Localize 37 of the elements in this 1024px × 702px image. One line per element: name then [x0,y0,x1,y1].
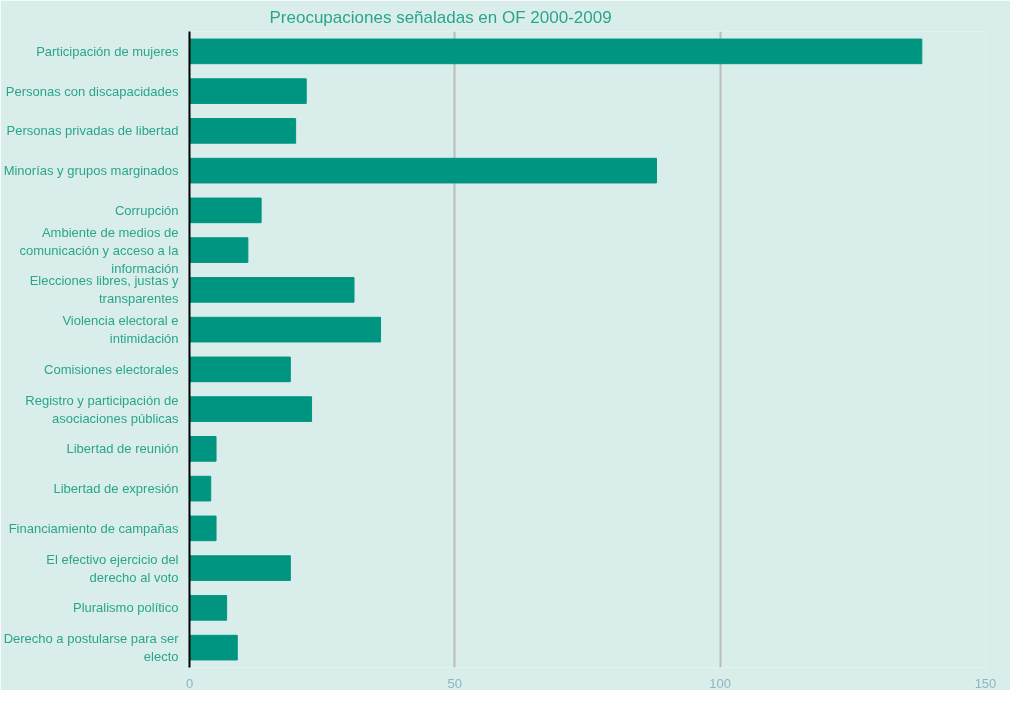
bar [189,118,297,144]
y-tick-label: Personas privadas de libertad [6,123,179,139]
bar [189,316,382,343]
x-tick-label: 0 [185,675,194,691]
x-tick-label: 50 [447,675,463,691]
y-tick-label: Libertad de expresión [53,481,179,497]
bar [189,78,307,104]
bar [189,595,228,621]
chart-title: Preocupaciones señaladas en OF 2000-2009 [269,7,612,27]
y-tick-label: Ambiente de medios de comunicación y acceso a la información [19,224,180,276]
y-tick-label: Minorías y grupos marginados [3,163,179,179]
y-tick-label: Personas con discapacidades [5,83,179,99]
x-tick-label: 100 [709,675,732,691]
y-tick-label: Pluralismo político [73,600,179,616]
x-tick-label: 150 [974,675,997,691]
bar [189,356,291,383]
bar [189,237,249,263]
y-tick-label: Comisiones electorales [44,361,179,377]
bar [189,475,212,502]
y-tick-label: Participación de mujeres [36,43,179,59]
y-tick-label: Libertad de reunión [66,441,179,457]
bar [189,634,238,661]
bar [189,197,262,224]
y-tick-label: Corrupción [114,202,179,218]
bar [189,396,313,422]
y-tick-label: Registro y participación de asociaciones públicas [25,392,179,426]
bar [189,515,217,542]
bar [189,277,355,303]
y-tick-label: El efectivo ejercicio del derecho al voto [46,551,179,585]
y-tick-label: Violencia electoral e intimidación [62,313,179,347]
bar [189,436,217,462]
y-tick-label: Derecho a postularse para ser electo [3,631,180,665]
bar [189,555,291,581]
y-tick-label: Elecciones libres, justas y transparentes [29,273,179,307]
bar [189,157,657,184]
bar [189,38,923,65]
y-tick-label: Financiamiento de campañas [8,520,179,536]
